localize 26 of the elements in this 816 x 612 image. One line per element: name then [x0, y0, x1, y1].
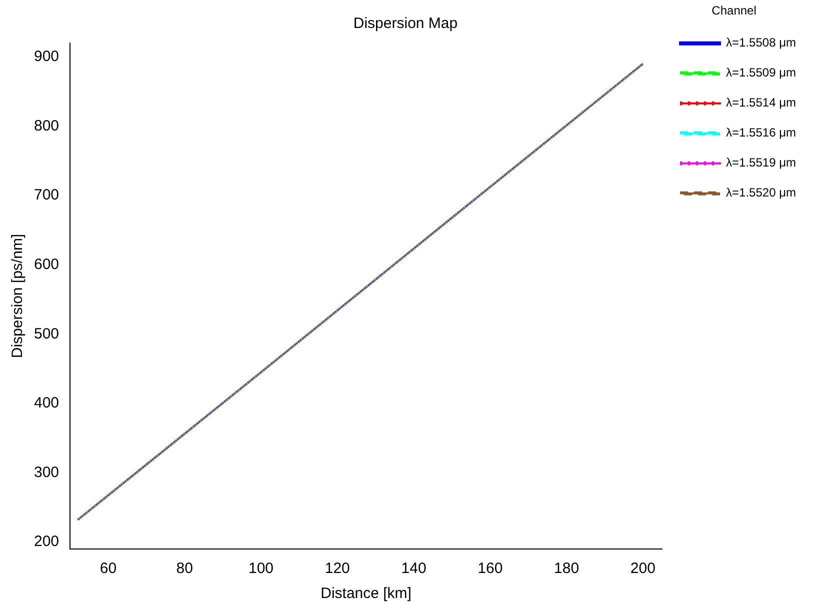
x-tick-label: 60	[100, 560, 117, 578]
legend-label: λ=1.5516 μm	[726, 126, 796, 140]
y-axis-title: Dispersion [ps/nm]	[9, 234, 26, 358]
x-tick-label: 100	[248, 560, 274, 578]
x-tick-label: 160	[478, 560, 503, 578]
y-tick-label: 500	[34, 325, 60, 342]
x-tick-label: 180	[554, 560, 580, 578]
x-tick-label: 140	[401, 560, 426, 578]
y-tick-label: 200	[34, 533, 60, 550]
x-tick-label: 120	[324, 560, 350, 578]
y-tick-label: 400	[34, 394, 60, 412]
legend-label: λ=1.5509 μm	[726, 66, 796, 80]
y-tick-label: 600	[34, 256, 60, 273]
legend-label: λ=1.5514 μm	[726, 96, 796, 110]
x-axis-title: Distance [km]	[320, 585, 412, 602]
x-tick-label: 200	[630, 560, 656, 578]
legend-label: λ=1.5508 μm	[726, 36, 796, 50]
x-tick-label: 80	[176, 560, 193, 578]
chart-title: Dispersion Map	[353, 15, 458, 32]
legend-title: Channel	[712, 3, 756, 18]
legend-label: λ=1.5520 μm	[726, 186, 796, 200]
y-tick-label: 300	[34, 464, 60, 481]
y-tick-label: 700	[34, 186, 60, 204]
y-tick-label: 900	[34, 48, 60, 66]
legend-label: λ=1.5519 μm	[726, 156, 796, 170]
y-tick-label: 800	[34, 117, 60, 134]
